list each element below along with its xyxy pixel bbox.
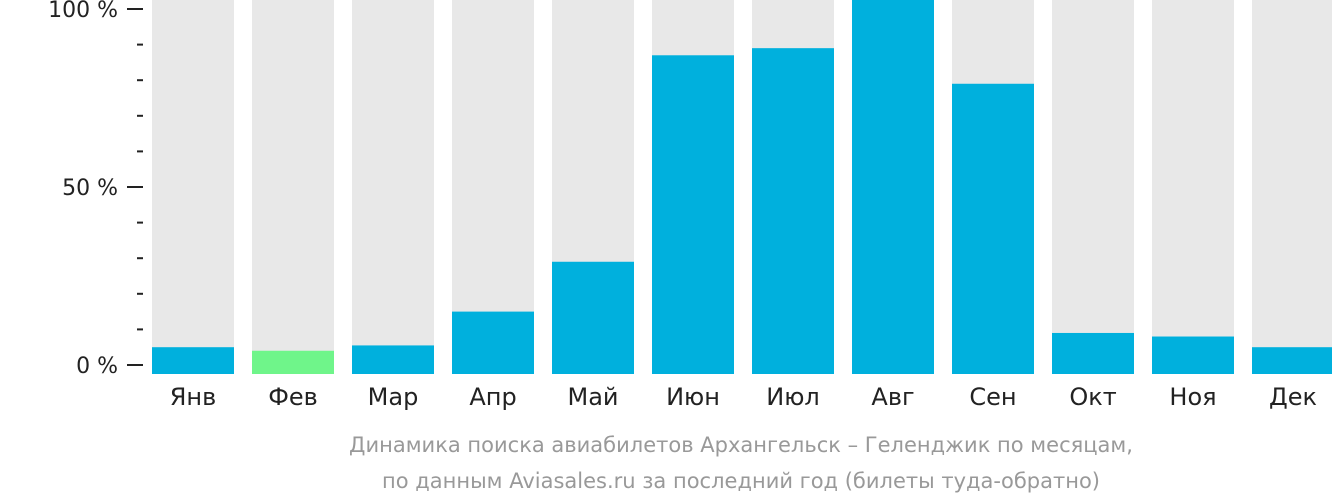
bar-track-1: [152, 0, 234, 374]
x-tick-label-1: Янв: [170, 383, 217, 411]
chart-caption-line-2: по данным Aviasales.ru за последний год …: [382, 469, 1100, 493]
bar-10: [1052, 332, 1134, 374]
bars: [152, 0, 1332, 374]
x-tick-label-6: Июн: [666, 383, 720, 411]
x-tick-label-11: Ноя: [1169, 383, 1216, 411]
y-tick-label: 100 %: [48, 0, 118, 23]
x-axis-labels: Янв Фев Мар Апр Май Июн Июл Авг Сен Окт Ноя Дек: [170, 383, 1317, 411]
y-tick-label: 0 %: [76, 354, 118, 379]
x-tick-label-5: Май: [567, 383, 618, 411]
bar-5: [552, 261, 634, 374]
bar-11: [1152, 336, 1234, 374]
bar-track-2: [252, 0, 334, 374]
bar-2: [252, 350, 334, 374]
x-tick-label-10: Окт: [1069, 383, 1116, 411]
x-tick-label-7: Июл: [766, 383, 820, 411]
x-tick-label-8: Авг: [871, 383, 914, 411]
bar-6: [652, 55, 734, 374]
bar-track-3: [352, 0, 434, 374]
bar-4: [452, 311, 534, 374]
x-tick-label-9: Сен: [969, 383, 1016, 411]
bar-12: [1252, 347, 1332, 374]
bar-8: [852, 0, 934, 374]
chart-caption-line-1: Динамика поиска авиабилетов Архангельск …: [349, 433, 1133, 457]
bar-7: [752, 48, 834, 374]
x-tick-label-12: Дек: [1269, 383, 1317, 411]
y-axis: 0 % 50 % 100 %: [48, 0, 143, 379]
bar-track-11: [1152, 0, 1234, 374]
x-tick-label-2: Фев: [268, 383, 318, 411]
x-tick-label-4: Апр: [469, 383, 516, 411]
bar-tracks: [152, 0, 1332, 374]
bar-3: [352, 345, 434, 374]
x-tick-label-3: Мар: [368, 383, 419, 411]
bar-track-10: [1052, 0, 1134, 374]
bar-9: [952, 83, 1034, 374]
bar-1: [152, 347, 234, 374]
y-tick-label: 50 %: [62, 176, 118, 201]
bar-track-12: [1252, 0, 1332, 374]
